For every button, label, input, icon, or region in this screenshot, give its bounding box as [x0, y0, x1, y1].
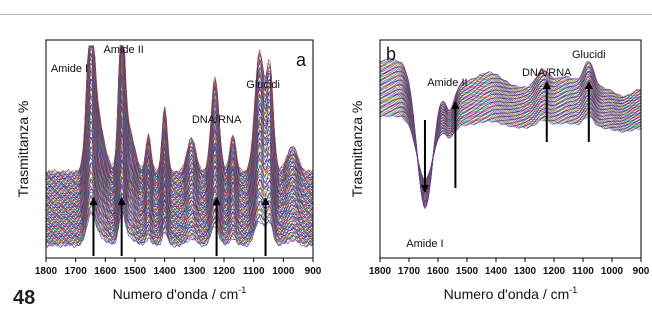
x-tick-label-a-1600: 1600 — [94, 266, 117, 277]
series-line-a-90 — [45, 45, 314, 176]
arrow-b-2 — [451, 101, 460, 188]
panel-a: 1800 1700 1600 1500 1400 1300 1200 1100 1000 900 N… — [15, 39, 322, 302]
series-line-a-50 — [45, 97, 314, 209]
x-tick-label-b-900: 900 — [633, 266, 650, 277]
arrow-b-1 — [420, 120, 429, 193]
peak-label-b-glucidi: Glucidi — [572, 49, 606, 61]
series-line-a-15 — [45, 176, 314, 237]
arrow-head — [212, 197, 221, 205]
panel-letter-b: b — [386, 44, 396, 64]
peak-label-b-amide-i: Amide I — [406, 238, 443, 250]
x-tick-label-b-1300: 1300 — [514, 266, 537, 277]
arrow-b-4 — [584, 81, 593, 142]
panel-b: 1800 1700 1600 1500 1400 1300 1200 1100 1000 900 N… — [349, 39, 650, 302]
x-axis-label-a: Numero d'onda / cm-1 — [113, 285, 247, 302]
x-tick-label-a-1100: 1100 — [243, 266, 265, 277]
x-tick-label-a-1800: 1800 — [35, 266, 58, 277]
arrow-a-3 — [212, 197, 221, 256]
x-tick-label-a-1000: 1000 — [272, 266, 295, 277]
top-rule — [0, 14, 652, 15]
arrow-head — [117, 197, 126, 205]
series-line-a-22 — [45, 160, 314, 231]
x-tick-label-b-1800: 1800 — [369, 266, 392, 277]
panel-letter-a: a — [296, 50, 307, 70]
peak-label-a-amide-i: Amide I — [51, 63, 88, 75]
series-line-b-60 — [379, 59, 642, 210]
arrow-b-3 — [542, 81, 551, 142]
y-axis-label-a: Trasmittanza % — [15, 101, 31, 198]
arrow-a-2 — [117, 197, 126, 256]
arrow-head — [451, 101, 460, 109]
series-line-b-57 — [379, 61, 642, 207]
peak-label-a-dna-rna: DNA/RNA — [192, 114, 242, 126]
arrow-head — [542, 81, 551, 89]
x-tick-label-a-1500: 1500 — [124, 266, 147, 277]
series-group-b — [379, 59, 642, 210]
x-tick-label-b-1500: 1500 — [456, 266, 479, 277]
series-line-a-10 — [45, 191, 314, 241]
series-line-a-69 — [45, 52, 314, 193]
peak-label-a-amide-ii: Amide II — [103, 44, 143, 56]
x-tick-label-b-1400: 1400 — [485, 266, 508, 277]
series-line-a-32 — [45, 138, 314, 223]
arrow-head — [420, 185, 429, 193]
plot-frame-a — [45, 39, 314, 259]
x-tick-label-b-1600: 1600 — [427, 266, 450, 277]
series-group-a — [45, 44, 314, 249]
x-tick-label-b-1100: 1100 — [572, 266, 594, 277]
arrow-a-4 — [261, 197, 270, 256]
arrow-head — [89, 197, 98, 205]
peak-label-a-glucidi: Glucidi — [246, 79, 280, 91]
series-line-a-18 — [45, 170, 314, 235]
arrow-head — [261, 197, 270, 205]
x-tick-label-a-1700: 1700 — [65, 266, 88, 277]
arrow-a-1 — [89, 197, 98, 256]
series-line-b-54 — [379, 64, 642, 206]
x-tick-label-b-1700: 1700 — [398, 266, 421, 277]
x-tick-label-b-1000: 1000 — [601, 266, 624, 277]
x-tick-label-b-1200: 1200 — [543, 266, 566, 277]
series-line-a-6 — [45, 198, 314, 245]
series-line-a-43 — [45, 114, 314, 214]
series-line-a-35 — [45, 133, 313, 221]
x-tick-label-a-1200: 1200 — [213, 266, 236, 277]
y-axis-label-b: Trasmittanza % — [349, 101, 365, 198]
series-line-b-59 — [379, 59, 642, 208]
peak-label-b-dna-rna: DNA/RNA — [522, 67, 572, 79]
x-tick-label-a-1300: 1300 — [183, 266, 206, 277]
x-axis-label-b: Numero d'onda / cm-1 — [444, 285, 578, 302]
series-line-b-58 — [379, 60, 642, 207]
series-line-a-61 — [45, 73, 314, 199]
x-tick-label-a-900: 900 — [305, 266, 322, 277]
series-line-a-13 — [45, 183, 314, 239]
x-tick-label-a-1400: 1400 — [154, 266, 177, 277]
series-line-a-19 — [45, 166, 314, 234]
peak-label-b-amide-ii: Amide II — [427, 77, 467, 89]
series-line-a-1 — [45, 208, 314, 249]
series-line-a-12 — [45, 184, 314, 240]
page-number: 48 — [13, 287, 36, 309]
arrow-head — [584, 81, 593, 89]
plot-frame-b — [379, 39, 642, 259]
